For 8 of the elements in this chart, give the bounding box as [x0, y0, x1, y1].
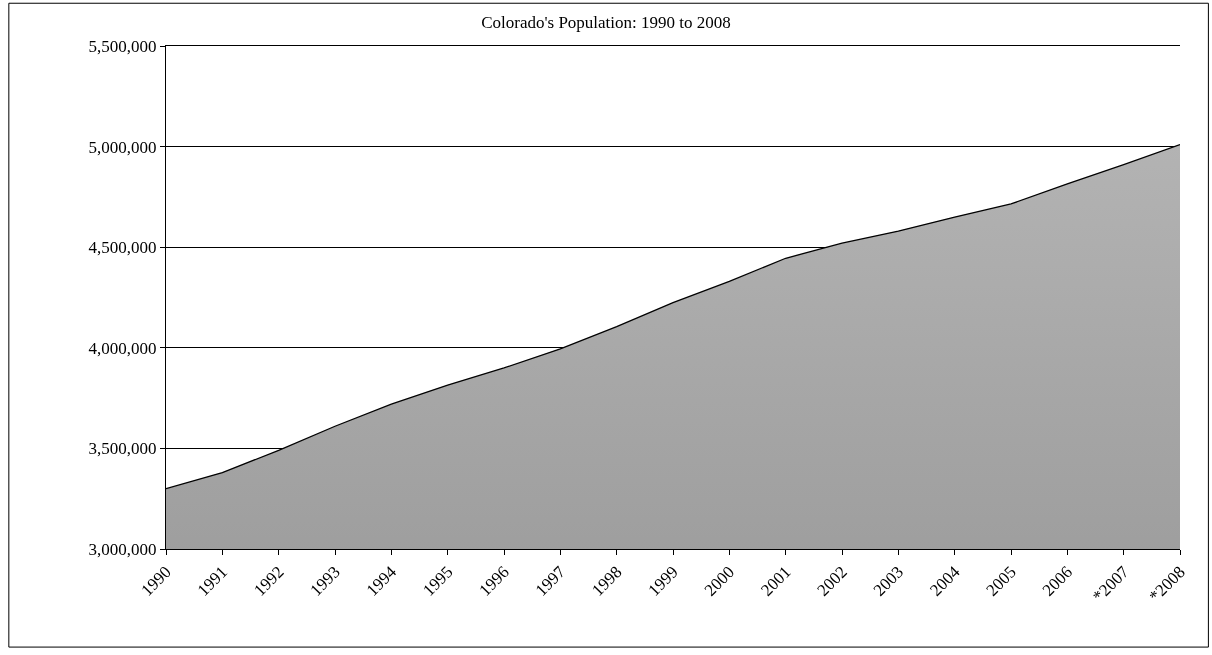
y-tick-label: 5,000,000 — [88, 137, 157, 157]
chart-title: Colorado's Population: 1990 to 2008 — [481, 13, 731, 33]
y-tick-label: 3,000,000 — [88, 539, 157, 559]
x-tick-label: 1991 — [193, 562, 232, 600]
y-tick-label: 4,500,000 — [88, 238, 157, 258]
y-tick-label: 4,000,000 — [88, 338, 157, 358]
y-tick-label: 5,500,000 — [88, 36, 157, 56]
y-tick-label: 3,500,000 — [88, 439, 157, 459]
